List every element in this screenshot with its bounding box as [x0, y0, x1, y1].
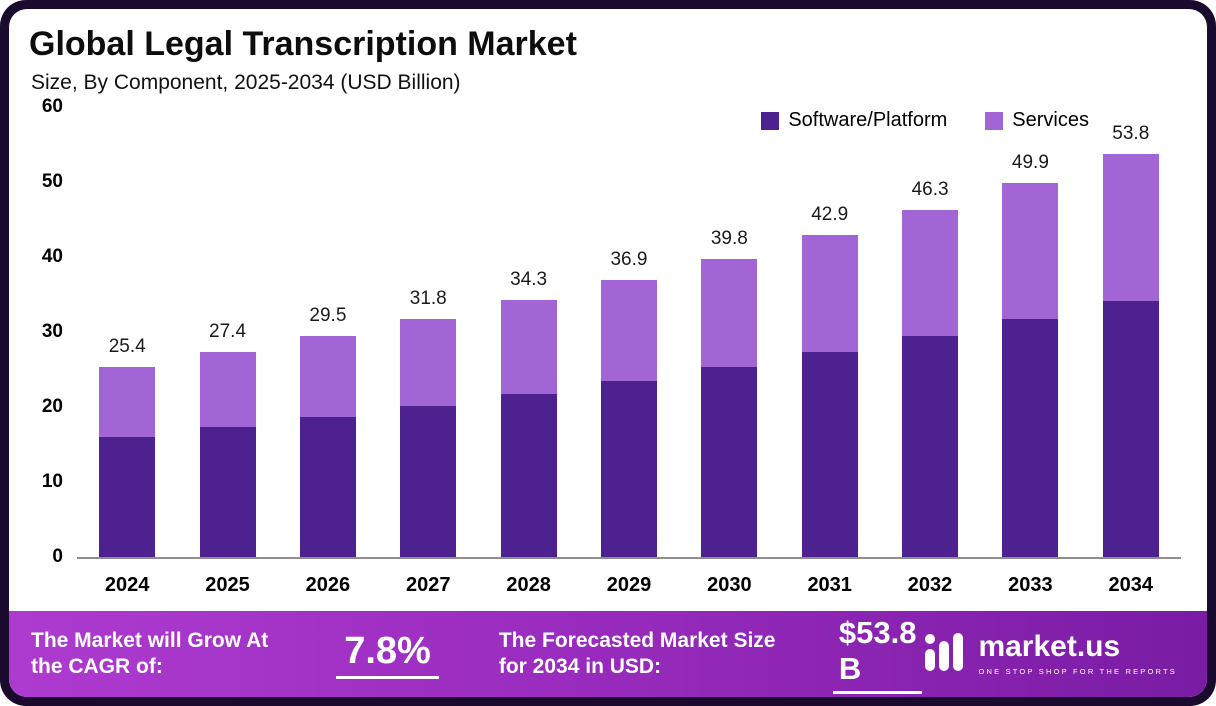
bar-total-label: 34.3: [510, 268, 548, 290]
bar-group-2031: 42.9: [780, 107, 880, 557]
infographic-inner: Global Legal Transcription Market Size, …: [9, 9, 1207, 697]
bar-segment-services: [801, 235, 858, 352]
legend-swatch-icon: [985, 111, 1004, 130]
bar-segment-services: [299, 335, 356, 417]
plot-column: 25.4 27.4 29.5 31.8 34.3 36.9 39.8 42.9 46.3 49.9…: [77, 107, 1181, 611]
bar-segment-services: [500, 299, 557, 394]
bar-total-label: 53.8: [1112, 122, 1150, 144]
y-tick-label: 10: [41, 471, 63, 493]
cagr-label: The Market will Grow At the CAGR of:: [31, 628, 269, 678]
bar-segment-services: [701, 258, 758, 368]
x-axis: 2024 2025 2026 2027 2028 2029 2030 2031 2032 2033…: [77, 559, 1181, 611]
forecast-label: The Forecasted Market Size for 2034 in U…: [498, 628, 776, 678]
y-axis-ticks: 0 10 20 30 40 50 60: [25, 96, 77, 567]
bar-segment-software: [400, 406, 457, 557]
bar-segment-software: [299, 416, 356, 557]
bar-segment-services: [1002, 182, 1059, 319]
legend-item: Services: [985, 109, 1089, 132]
legend-label: Software/Platform: [788, 109, 948, 131]
marketus-logo-icon: [922, 629, 968, 680]
x-axis-label: 2030: [707, 573, 752, 596]
bar-segment-software: [1002, 318, 1059, 557]
y-tick-label: 0: [52, 546, 63, 567]
bar-segment-services: [199, 351, 256, 427]
legend-item: Software/Platform: [761, 109, 947, 132]
bar-group-2025: 27.4: [177, 107, 277, 557]
cagr-value: 7.8%: [336, 630, 439, 679]
x-axis-label: 2028: [506, 573, 551, 596]
y-axis: 0 10 20 30 40 50 60: [25, 96, 77, 611]
x-axis-label: 2029: [606, 573, 652, 596]
x-axis-label: 2024: [104, 573, 150, 596]
bar-segment-services: [600, 280, 657, 381]
bar-total-label: 46.3: [911, 178, 949, 200]
x-axis-label: 2032: [907, 573, 953, 596]
bar-segment-software: [701, 367, 758, 557]
bar-segment-software: [902, 335, 959, 557]
plot-wrap: 0 10 20 30 40 50 60 25.4 27.4 29.5 31.8 34.3 36.9 39…: [25, 96, 1181, 611]
x-axis-label: 2025: [205, 573, 250, 596]
chart-section: Global Legal Transcription Market Size, …: [9, 9, 1207, 611]
page-title: Global Legal Transcription Market: [29, 25, 577, 63]
legend-swatch-icon: [761, 111, 780, 130]
x-axis-label: 2026: [305, 573, 351, 596]
bar-segment-services: [1102, 153, 1159, 301]
bar-group-2033: 49.9: [980, 107, 1080, 557]
y-tick-label: 60: [41, 96, 63, 117]
plot-area: 25.4 27.4 29.5 31.8 34.3 36.9 39.8 42.9 46.3 49.9…: [77, 107, 1181, 559]
bar-total-label: 36.9: [610, 249, 648, 271]
forecast-value: $53.8 B: [832, 615, 923, 694]
x-axis-label: 2031: [807, 573, 852, 596]
bar-group-2027: 31.8: [378, 107, 478, 557]
bar-total-label: 39.8: [710, 227, 748, 249]
x-axis-label: 2027: [406, 573, 451, 596]
bar-total-label: 31.8: [409, 287, 447, 309]
footer-banner: The Market will Grow At the CAGR of: 7.8…: [9, 611, 1207, 697]
bar-segment-software: [1102, 300, 1159, 557]
y-axis-spacer: [25, 557, 77, 611]
brand-text: market.us ONE STOP SHOP FOR THE REPORTS: [978, 630, 1177, 677]
bar-group-2026: 29.5: [278, 107, 378, 557]
chart-subtitle: Size, By Component, 2025-2034 (USD Billi…: [31, 71, 461, 94]
bar-group-2029: 36.9: [579, 107, 679, 557]
brand-name: market.us: [978, 630, 1121, 663]
bar-segment-services: [99, 366, 156, 437]
bar-total-label: 29.5: [309, 304, 347, 326]
bar-total-label: 25.4: [108, 335, 146, 357]
chart-legend: Software/Platform Services: [761, 109, 1089, 132]
bar-group-2028: 34.3: [478, 107, 578, 557]
bar-total-label: 42.9: [811, 204, 849, 226]
x-axis-label: 2033: [1008, 573, 1053, 596]
y-tick-label: 50: [41, 171, 63, 192]
bar-group-2032: 46.3: [880, 107, 980, 557]
bar-segment-services: [400, 318, 457, 407]
bar-total-label: 27.4: [209, 320, 247, 342]
bar-segment-software: [500, 393, 557, 557]
brand-tagline: ONE STOP SHOP FOR THE REPORTS: [978, 667, 1177, 676]
brand-logo: market.us ONE STOP SHOP FOR THE REPORTS: [922, 629, 1177, 680]
bar-group-2034: 53.8: [1081, 107, 1181, 557]
bar-segment-software: [801, 351, 858, 557]
bar-group-2030: 39.8: [679, 107, 779, 557]
y-tick-label: 20: [41, 396, 63, 418]
bar-total-label: 49.9: [1011, 151, 1049, 173]
legend-label: Services: [1012, 109, 1089, 131]
bar-segment-software: [600, 380, 657, 557]
x-axis-label: 2034: [1108, 573, 1154, 596]
bar-segment-software: [199, 426, 256, 557]
bar-group-2024: 25.4: [77, 107, 177, 557]
bar-segment-services: [902, 209, 959, 336]
y-tick-label: 40: [41, 246, 63, 268]
y-tick-label: 30: [41, 321, 63, 342]
bar-segment-software: [99, 437, 156, 557]
